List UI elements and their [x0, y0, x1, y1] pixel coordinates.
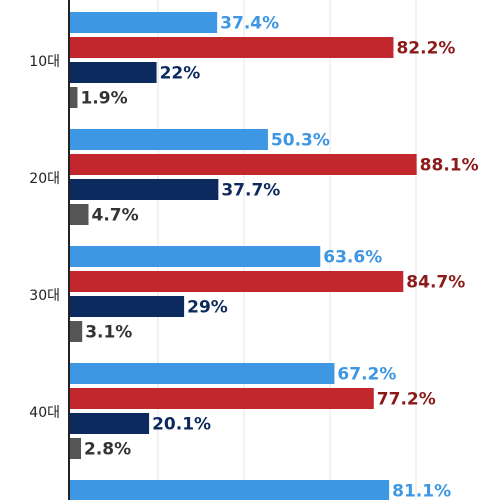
- data-label: 4.7%: [91, 206, 138, 226]
- bar: [70, 271, 404, 292]
- data-label: 1.9%: [80, 89, 127, 109]
- data-label: 22%: [160, 64, 201, 84]
- data-label: 82.2%: [396, 39, 455, 59]
- data-label: 37.7%: [221, 181, 280, 201]
- category-label: 40대: [29, 405, 60, 421]
- bar: [70, 87, 78, 108]
- data-label: 50.3%: [271, 131, 330, 151]
- category-label: 20대: [29, 171, 60, 187]
- data-label: 88.1%: [420, 156, 479, 176]
- bar: [70, 413, 150, 434]
- bar: [70, 388, 374, 409]
- bar: [70, 480, 390, 500]
- bar: [70, 296, 185, 317]
- bars-group: 37.4% 82.2% 22% 1.9% 50.3% 88.1% 37.7% 4.7% 63.6…: [70, 12, 479, 500]
- data-label: 37.4%: [220, 14, 279, 34]
- category-label: 10대: [29, 54, 60, 70]
- bar: [70, 62, 157, 83]
- bar: [70, 438, 82, 459]
- category-label: 30대: [29, 288, 60, 304]
- data-label: 29%: [187, 298, 228, 318]
- data-label: 67.2%: [337, 365, 396, 385]
- bar: [70, 246, 321, 267]
- data-label: 2.8%: [84, 440, 131, 460]
- bar: [70, 363, 335, 384]
- category-labels: 10대 20대 30대 40대: [29, 54, 60, 421]
- bar: [70, 12, 218, 33]
- bar: [70, 154, 417, 175]
- data-label: 3.1%: [85, 323, 132, 343]
- data-label: 63.6%: [323, 248, 382, 268]
- bar: [70, 321, 83, 342]
- bar: [70, 204, 89, 225]
- bar: [70, 37, 394, 58]
- bar: [70, 129, 268, 150]
- data-label: 77.2%: [377, 390, 436, 410]
- data-label: 20.1%: [152, 415, 211, 435]
- data-label: 84.7%: [406, 273, 465, 293]
- data-label: 81.1%: [392, 482, 451, 500]
- bar: [70, 179, 219, 200]
